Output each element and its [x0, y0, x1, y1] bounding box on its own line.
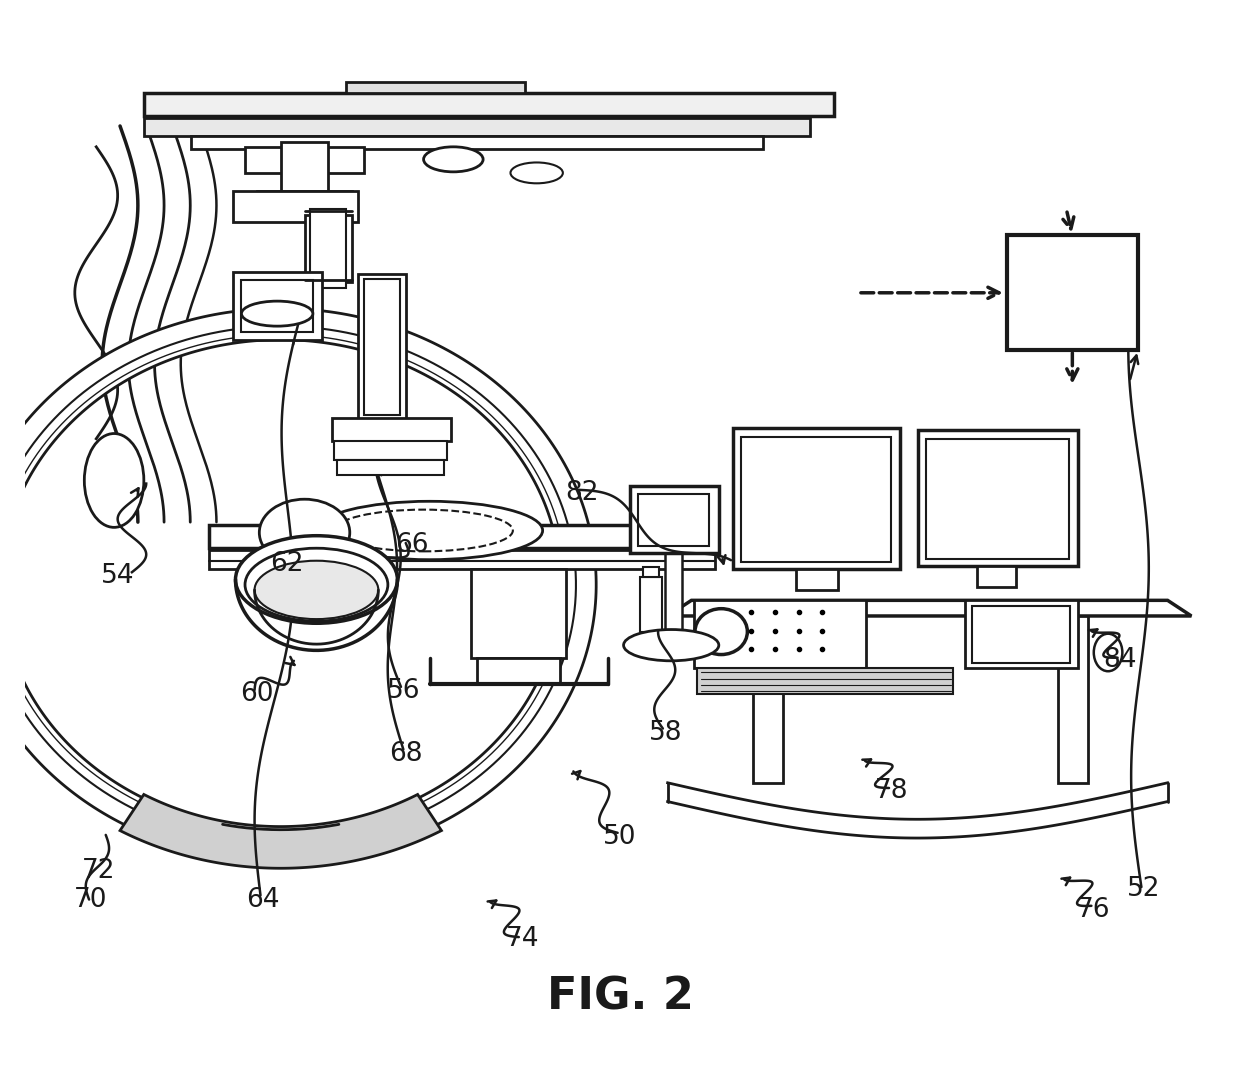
- Bar: [144, 92, 835, 115]
- Bar: [965, 601, 1079, 668]
- Text: 66: 66: [394, 532, 429, 558]
- Bar: [210, 551, 715, 569]
- Text: 58: 58: [649, 720, 682, 746]
- Bar: [642, 567, 660, 578]
- Text: 72: 72: [82, 858, 115, 884]
- Ellipse shape: [254, 560, 378, 619]
- Bar: [242, 280, 312, 332]
- Bar: [640, 578, 662, 632]
- Text: 60: 60: [241, 681, 274, 707]
- Text: 76: 76: [1078, 897, 1111, 923]
- Bar: [280, 141, 329, 199]
- Bar: [926, 439, 1069, 558]
- Bar: [210, 526, 715, 548]
- Ellipse shape: [236, 535, 397, 623]
- Bar: [477, 658, 560, 684]
- Bar: [977, 566, 1017, 586]
- Text: 62: 62: [270, 551, 304, 577]
- Bar: [754, 616, 784, 783]
- Text: 70: 70: [73, 886, 107, 912]
- Bar: [233, 272, 322, 340]
- Text: 84: 84: [1104, 647, 1137, 672]
- Ellipse shape: [1094, 634, 1122, 671]
- Bar: [365, 279, 399, 415]
- Bar: [1058, 616, 1087, 783]
- Ellipse shape: [335, 509, 513, 552]
- Bar: [972, 606, 1070, 662]
- Polygon shape: [0, 308, 596, 861]
- Ellipse shape: [624, 630, 719, 660]
- Text: 78: 78: [874, 779, 908, 804]
- Text: 64: 64: [246, 886, 280, 912]
- Bar: [358, 274, 405, 420]
- Polygon shape: [667, 601, 1192, 616]
- Bar: [1007, 236, 1138, 350]
- Ellipse shape: [316, 502, 543, 559]
- Bar: [697, 668, 954, 694]
- Bar: [191, 137, 763, 149]
- Ellipse shape: [511, 163, 563, 184]
- Bar: [257, 191, 352, 210]
- Ellipse shape: [242, 301, 312, 326]
- Bar: [742, 437, 892, 561]
- Ellipse shape: [246, 548, 388, 621]
- Bar: [630, 485, 719, 554]
- Bar: [246, 147, 365, 173]
- Ellipse shape: [84, 433, 144, 528]
- Text: 50: 50: [603, 824, 637, 850]
- Text: 52: 52: [1127, 876, 1161, 902]
- Text: 56: 56: [387, 678, 420, 704]
- Ellipse shape: [694, 608, 748, 655]
- Bar: [471, 569, 567, 658]
- Bar: [637, 494, 709, 546]
- Bar: [337, 459, 444, 476]
- Polygon shape: [120, 795, 441, 869]
- Bar: [918, 430, 1079, 566]
- Bar: [694, 601, 867, 668]
- Bar: [305, 215, 352, 282]
- Bar: [796, 569, 838, 590]
- Bar: [665, 554, 682, 632]
- Text: 68: 68: [389, 741, 423, 767]
- Ellipse shape: [259, 500, 350, 566]
- Bar: [346, 83, 525, 92]
- Bar: [335, 441, 448, 459]
- Bar: [332, 418, 451, 441]
- Text: FIG. 2: FIG. 2: [547, 975, 693, 1018]
- Ellipse shape: [424, 147, 484, 172]
- Text: 74: 74: [506, 926, 539, 952]
- Bar: [233, 191, 358, 222]
- Ellipse shape: [632, 632, 715, 657]
- Text: 54: 54: [100, 564, 134, 590]
- Bar: [733, 428, 900, 569]
- Bar: [144, 117, 811, 137]
- Bar: [310, 210, 346, 288]
- Text: 82: 82: [565, 480, 599, 506]
